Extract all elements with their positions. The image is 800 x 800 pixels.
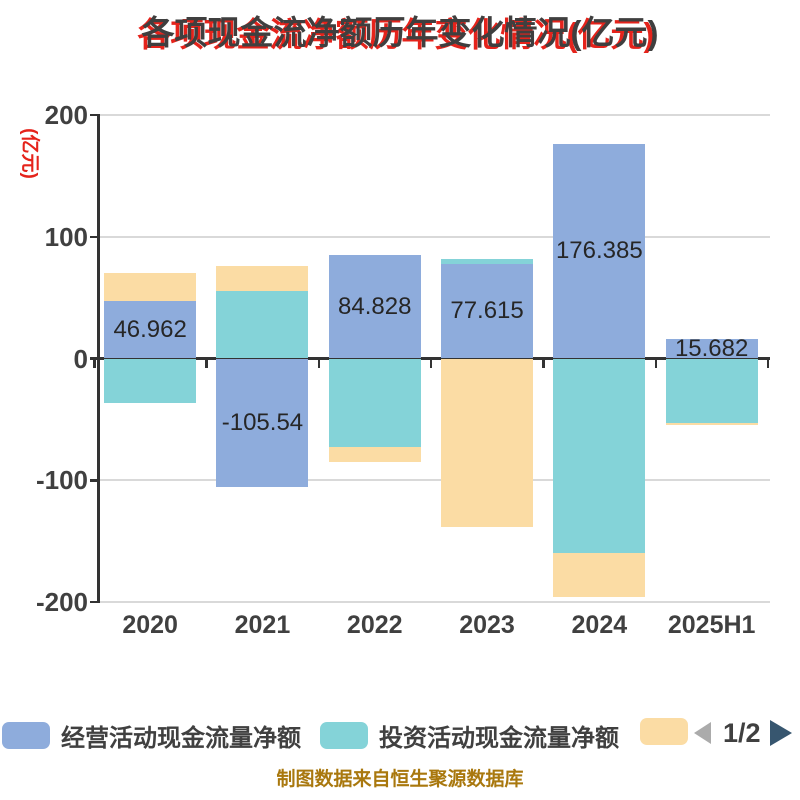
- x-tick: [542, 358, 545, 368]
- x-tick: [317, 358, 321, 368]
- bar-value-label-2025H1: 15.682: [674, 334, 749, 362]
- bar-seg-2023-s2[interactable]: [441, 358, 534, 527]
- legend-item-operating[interactable]: 经营活动现金流量净额: [2, 718, 301, 753]
- bar-value-label-2020: 46.962: [113, 315, 187, 343]
- bar-seg-2020-s2[interactable]: [104, 272, 197, 302]
- bar-seg-2021-s2[interactable]: [216, 266, 309, 291]
- bar-value-label-2022: 84.828: [338, 292, 412, 320]
- bar-seg-2024-s1[interactable]: [553, 358, 646, 554]
- x-tick: [205, 358, 208, 368]
- bar-seg-2024-s2[interactable]: [553, 553, 646, 598]
- y-tick: [90, 357, 98, 360]
- x-tick-label-2022: 2022: [346, 611, 403, 639]
- y-tick: [90, 479, 98, 482]
- y-tick-label-200: 200: [44, 100, 88, 130]
- legend: 经营活动现金流量净额 投资活动现金流量净额 1/2: [0, 718, 800, 754]
- x-tick-label-2021: 2021: [234, 611, 291, 639]
- gridline-200: [100, 114, 770, 116]
- legend-pager: 1/2: [694, 718, 792, 748]
- bar-seg-2025H1-s1[interactable]: [665, 358, 758, 424]
- bar-seg-2024-s0[interactable]: [553, 143, 646, 359]
- x-tick: [429, 358, 433, 368]
- y-tick: [90, 235, 98, 239]
- x-tick-label-2023: 2023: [459, 611, 515, 639]
- legend-swatch-third: [640, 718, 688, 745]
- bar-seg-2023-s1[interactable]: [441, 259, 534, 264]
- x-tick-label-2025H1: 2025H1: [667, 611, 756, 639]
- x-tick-label-2024: 2024: [571, 611, 628, 639]
- legend-swatch-operating: [2, 722, 50, 749]
- y-axis-line: [97, 114, 100, 603]
- y-tick: [90, 600, 98, 604]
- bar-seg-2021-s0[interactable]: [216, 358, 309, 487]
- gridline--100: [100, 479, 770, 482]
- legend-label: 经营活动现金流量净额: [61, 725, 301, 752]
- gridline-100: [100, 235, 770, 238]
- y-tick-label--100: -100: [35, 465, 88, 496]
- bar-seg-2025H1-s0[interactable]: [665, 339, 758, 359]
- footer-source: 制图数据来自恒生聚源数据库: [276, 769, 524, 790]
- bar-seg-2023-s0[interactable]: [441, 264, 534, 359]
- bar-seg-2022-s2[interactable]: [328, 446, 421, 462]
- chart-title: 各项现金流净额历年变化情况(亿元): [141, 14, 659, 51]
- legend-label: 投资活动现金流量净额: [379, 725, 619, 752]
- bar-value-label-2023: 77.615: [450, 297, 524, 325]
- x-tick: [93, 358, 96, 368]
- bar-seg-2021-s1[interactable]: [216, 290, 309, 359]
- bar-seg-2022-s0[interactable]: [328, 255, 421, 359]
- right-arrow-icon[interactable]: [769, 720, 792, 746]
- y-tick-label--200: -200: [35, 587, 88, 617]
- y-tick-label-100: 100: [44, 221, 88, 252]
- bar-value-label-2024: 176.385: [555, 237, 643, 265]
- bar-seg-2025H1-s2[interactable]: [665, 423, 758, 425]
- legend-swatch-investing: [320, 722, 368, 749]
- x-tick: [654, 358, 657, 368]
- y-tick: [90, 113, 98, 117]
- y-tick-label-0: 0: [73, 343, 88, 374]
- left-arrow-icon[interactable]: [694, 722, 711, 744]
- bar-seg-2020-s1[interactable]: [104, 358, 197, 404]
- bar-seg-2022-s1[interactable]: [328, 358, 421, 447]
- gridline--200: [100, 601, 770, 603]
- legend-item-investing[interactable]: 投资活动现金流量净额: [320, 718, 619, 753]
- bar-seg-2020-s0[interactable]: [104, 301, 197, 359]
- x-tick: [766, 358, 770, 368]
- x-tick-label-2020: 2020: [122, 611, 178, 639]
- legend-item-third[interactable]: [640, 718, 699, 745]
- bar-value-label-2021: -105.54: [221, 408, 304, 436]
- pager-text: 1/2: [723, 717, 761, 748]
